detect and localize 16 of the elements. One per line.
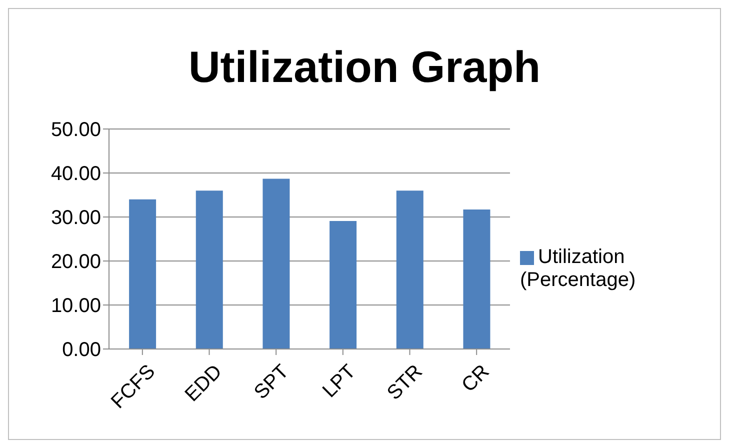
chart-title: Utilization Graph bbox=[188, 43, 542, 94]
y-tick-label: 10.00 bbox=[50, 295, 101, 318]
bar bbox=[396, 190, 424, 349]
legend-label: Utilization (Percentage) bbox=[520, 246, 636, 291]
bar bbox=[262, 178, 290, 349]
bar bbox=[330, 220, 357, 349]
x-tick-label: STR bbox=[383, 360, 427, 404]
y-tick-label: 30.00 bbox=[50, 207, 101, 230]
bar bbox=[196, 190, 223, 349]
y-tick-label: 50.00 bbox=[50, 119, 101, 142]
x-tick-label: CR bbox=[458, 360, 494, 397]
bar bbox=[463, 210, 490, 349]
y-tick-label: 0.00 bbox=[62, 339, 101, 362]
y-tick-label: 20.00 bbox=[50, 251, 101, 274]
y-tick-label: 40.00 bbox=[50, 163, 101, 186]
bar bbox=[129, 199, 156, 349]
